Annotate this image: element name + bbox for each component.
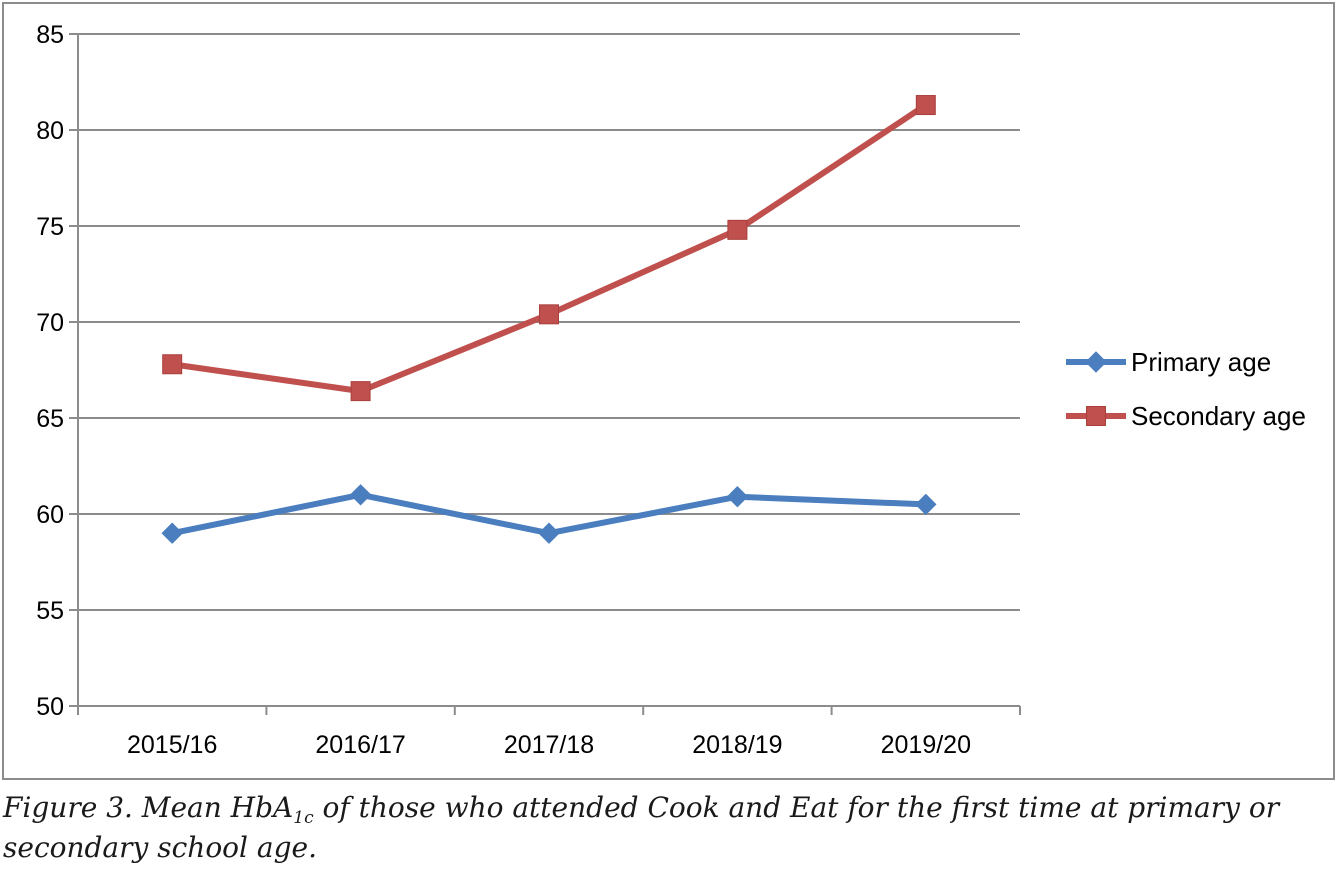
y-tick-label: 65 [36,405,64,433]
y-tick-label: 60 [36,501,64,529]
secondary-age-point [162,354,183,375]
legend: Primary age Secondary age [1066,347,1306,431]
caption-subscript: 1c [293,808,314,828]
secondary-age-point [350,381,371,402]
secondary-age-line [171,102,928,395]
secondary-age-point [727,219,748,240]
y-tick-label: 55 [36,597,64,625]
y-tick-label: 75 [36,213,64,241]
legend-secondary-age-label: Secondary age [1131,401,1306,431]
caption-text-start: Figure 3. Mean HbA [3,791,294,824]
y-tick-label: 70 [36,309,64,337]
legend-primary-age-marker [1085,351,1107,373]
x-tick-label: 2015/16 [127,731,217,759]
legend-primary-age-label: Primary age [1131,347,1271,377]
y-tick-label: 85 [36,21,64,49]
series-lines [161,95,937,544]
primary-age-point [538,522,560,544]
primary-age-point [915,493,937,516]
secondary-age-point [915,95,936,116]
x-tick-label: 2016/17 [315,731,405,759]
legend-secondary-age-marker [1086,406,1106,426]
y-tick-label: 50 [36,693,64,721]
x-tick-label: 2018/19 [692,731,782,759]
x-tick-label: 2019/20 [881,731,971,759]
primary-age-point [349,484,372,506]
x-tick-label: 2017/18 [504,731,594,759]
secondary-age-point [539,304,559,325]
caption-text-end: of those who attended Cook and Eat for t… [3,791,1280,864]
chart-frame [2,2,1335,780]
primary-age-point [726,486,749,508]
gridlines [78,33,1020,611]
primary-age-point [161,522,183,544]
y-tick-label: 80 [36,117,64,145]
figure-caption: Figure 3. Mean HbA1c of those who attend… [3,788,1333,868]
line-chart: 50 55 60 65 70 75 80 85 2015/16 2016/17 2017/18 201… [36,21,1306,759]
axes: 50 55 60 65 70 75 80 85 2015/16 2016/17 2017/18 201… [36,21,1021,759]
